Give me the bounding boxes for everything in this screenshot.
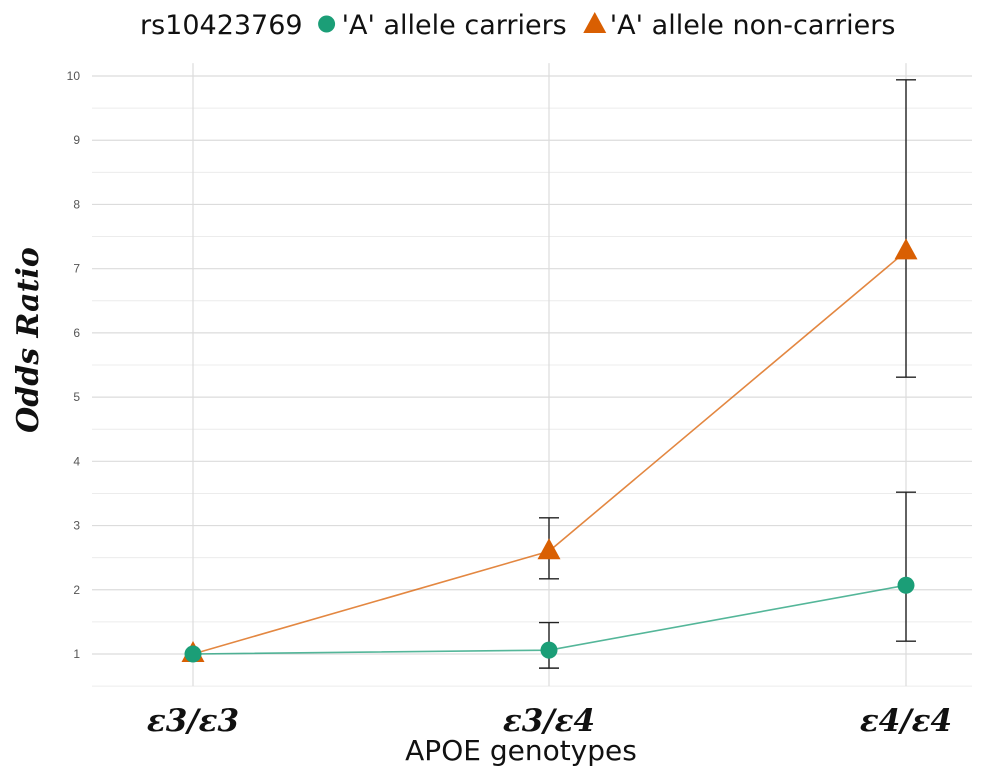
legend-label: 'A' allele non-carriers [610, 10, 896, 41]
legend-title: rs10423769 [140, 10, 303, 41]
series-carriers [184, 491, 916, 669]
error-bar [896, 79, 916, 378]
y-tick-label: 3 [73, 519, 80, 533]
legend-label: 'A' allele carriers [342, 10, 567, 41]
data-point [897, 576, 915, 594]
data-point [184, 645, 202, 663]
grid [92, 63, 972, 687]
series-layer [181, 79, 918, 669]
legend-marker-circle [318, 15, 336, 33]
x-tick-label: ε3/ε3 [147, 703, 239, 739]
x-tick-label: ε4/ε4 [860, 703, 952, 739]
y-tick-label: 2 [73, 583, 80, 597]
x-axis-label: APOE genotypes [405, 734, 637, 767]
error-bar [896, 491, 916, 642]
y-tick-label: 6 [73, 326, 80, 340]
y-axis-label: Odds Ratio [11, 247, 46, 433]
y-tick-label: 8 [73, 197, 80, 211]
data-point [894, 238, 918, 260]
y-tick-label: 5 [73, 390, 80, 404]
x-tick-label: ε3/ε4 [503, 703, 595, 739]
y-tick-label: 7 [73, 262, 80, 276]
x-tick-labels: ε3/ε3 ε3/ε4 ε4/ε4 [147, 703, 952, 739]
y-tick-label: 1 [73, 647, 80, 661]
y-tick-labels: 1 2 3 4 5 6 7 8 9 10 [67, 69, 81, 661]
y-tick-label: 4 [73, 454, 80, 468]
legend-item: 'A' allele carriers [318, 10, 567, 41]
legend-item: 'A' allele non-carriers [583, 10, 895, 41]
data-point [540, 641, 558, 659]
y-tick-label: 9 [73, 133, 80, 147]
y-tick-label: 10 [67, 69, 81, 83]
legend: rs10423769 'A' allele carriers 'A' allele… [140, 10, 895, 41]
legend-marker-triangle [583, 12, 607, 33]
data-point [537, 538, 561, 560]
